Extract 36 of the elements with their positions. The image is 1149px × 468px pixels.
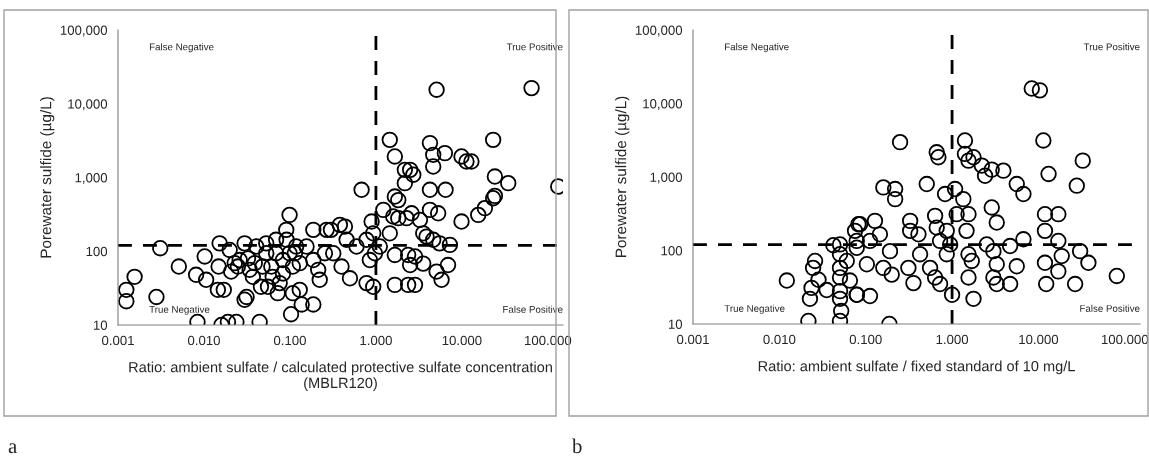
text: b xyxy=(572,438,582,454)
y-tick-label: 10 xyxy=(93,320,108,330)
annotation: True Positive xyxy=(1083,43,1140,51)
x-tick-label: 0.100 xyxy=(273,335,306,346)
x-tick-label: 0.001 xyxy=(677,334,709,345)
x-tick-label: 100.000 xyxy=(1101,334,1149,345)
x-tick-label: 0.001 xyxy=(102,335,134,346)
x-tick-label: 1.000 xyxy=(936,334,969,345)
y-tick-label: 1,000 xyxy=(75,173,108,184)
x-axis-title: Ratio: ambient sulfate / fixed standard of 10 mg/L xyxy=(758,360,1075,375)
annotation: True Negative xyxy=(724,304,785,314)
annotation: True Negative xyxy=(149,305,210,315)
y-tick-label: 10,000 xyxy=(68,99,108,111)
text: a xyxy=(8,443,17,454)
y-axis-title: Porewater sulfide (µg/L) xyxy=(615,96,630,257)
annotation: False Negative xyxy=(725,43,789,53)
x-tick-label: 10.000 xyxy=(442,335,482,346)
x-tick-label: 0.100 xyxy=(849,334,882,345)
y-axis-title: Porewater sulfide (µg/L) xyxy=(40,97,55,258)
annotation: False Positive xyxy=(503,305,563,313)
y-tick-label: 10 xyxy=(668,319,683,329)
annotation: True Positive xyxy=(506,43,563,51)
annotation: False Positive xyxy=(1080,304,1140,312)
x-tick-label: 100.000 xyxy=(525,335,572,346)
y-tick-label: 10,000 xyxy=(643,99,683,110)
x-tick-label: 1.000 xyxy=(360,335,392,346)
x-tick-label: 0.010 xyxy=(763,334,796,345)
annotation: False Negative xyxy=(149,43,214,53)
x-axis-title: Ratio: ambient sulfate / calculated protective sulfate concentration (MBLR120) xyxy=(129,361,552,391)
y-tick-label: 1,000 xyxy=(650,172,683,184)
x-tick-label: 0.010 xyxy=(187,335,220,346)
y-tick-label: 100,000 xyxy=(635,25,683,37)
y-tick-label: 100 xyxy=(661,246,683,256)
y-tick-label: 100 xyxy=(86,246,108,257)
x-tick-label: 10.000 xyxy=(1019,334,1059,345)
y-tick-label: 100,000 xyxy=(60,25,108,37)
